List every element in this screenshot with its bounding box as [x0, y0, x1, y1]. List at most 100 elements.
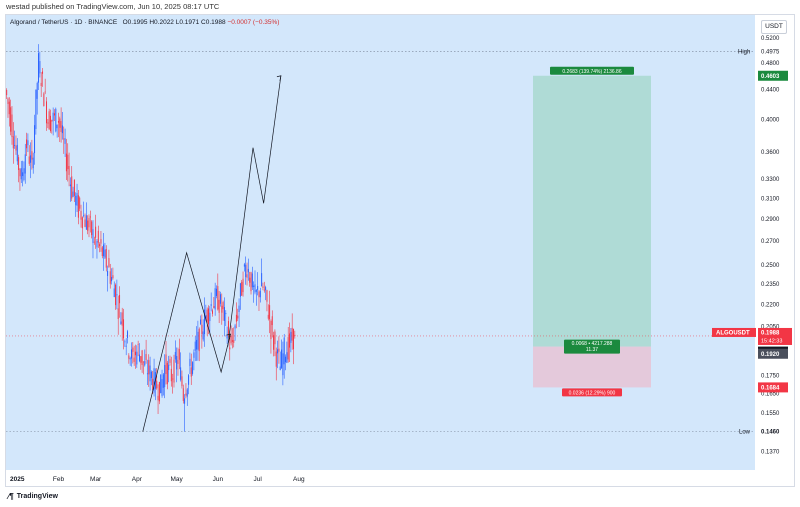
- candle-body: [291, 327, 293, 341]
- candle-body: [27, 140, 29, 146]
- pattern-line: [142, 251, 231, 432]
- candle-body: [26, 139, 28, 149]
- candle-body: [275, 351, 277, 367]
- candle-body: [148, 360, 150, 375]
- candle-body: [133, 357, 135, 362]
- x-tick-label: Aug: [293, 476, 305, 483]
- candle-body: [206, 309, 208, 323]
- candle-body: [267, 314, 269, 319]
- candle-body: [233, 340, 235, 343]
- candle-body: [174, 351, 176, 360]
- candle-body: [162, 374, 164, 388]
- candle-body: [158, 382, 160, 402]
- tradingview-logo-icon: ⁄¶: [8, 492, 14, 501]
- candle-body: [71, 176, 73, 199]
- candle-body: [177, 359, 179, 364]
- candle-body: [204, 309, 206, 335]
- candle-body: [172, 378, 174, 380]
- candle-body: [119, 294, 121, 304]
- entry-sub-label: 11.37: [586, 347, 598, 353]
- target-zone: [533, 75, 651, 347]
- candle-body: [186, 389, 188, 397]
- x-tick-label: Jul: [254, 476, 263, 483]
- candle-body: [7, 98, 9, 104]
- candle-body: [31, 151, 33, 160]
- y-tick-label: 0.3100: [761, 196, 780, 202]
- candle-body: [79, 197, 81, 209]
- candle-body: [249, 277, 251, 283]
- candle-body: [196, 339, 198, 350]
- brand-label: TradingView: [16, 493, 58, 500]
- candle-body: [245, 264, 247, 278]
- candle-body: [93, 241, 95, 243]
- candle-body: [266, 290, 268, 302]
- candle-body: [281, 349, 283, 368]
- candle-body: [153, 368, 155, 393]
- candle-body: [253, 285, 255, 288]
- price-tag-label: 0.1920: [761, 352, 780, 358]
- candle-body: [10, 107, 12, 132]
- candle-body: [61, 125, 63, 134]
- symbol-legend: Algorand / TetherUS · 1D · BINANCE O0.19…: [10, 18, 279, 27]
- candle-body: [91, 221, 93, 236]
- candle-body: [89, 216, 91, 218]
- candle-body: [273, 335, 275, 350]
- candle-body: [285, 356, 287, 363]
- candle-body: [47, 122, 49, 124]
- y-tick-label: 0.2700: [761, 239, 780, 245]
- candle-body: [223, 307, 225, 321]
- candle-body: [150, 371, 152, 379]
- loss-label: 0.0236 (12.29%) 900: [569, 390, 616, 396]
- candle-body: [166, 362, 168, 385]
- legend-close: C0.1988: [201, 19, 226, 26]
- candle-body: [46, 101, 47, 124]
- last-price-tag: [758, 327, 792, 345]
- legend-high: H0.2022: [149, 19, 174, 26]
- candle-body: [11, 114, 13, 138]
- y-tick-label: 0.2200: [761, 303, 780, 309]
- candle-body: [55, 108, 57, 132]
- legend-change: −0.0007 (−0.35%): [227, 19, 280, 26]
- candle-body: [64, 138, 66, 144]
- candle-body: [14, 145, 16, 146]
- profit-label: 0.2683 (139.74%) 2136.86: [562, 69, 621, 75]
- low-value-bg: [758, 427, 792, 437]
- candle-body: [227, 321, 229, 336]
- candle-body: [255, 290, 257, 292]
- symbol-name: Algorand / TetherUS · 1D · BINANCE: [10, 19, 118, 26]
- y-tick-label: 0.4000: [761, 117, 780, 123]
- candle-body: [182, 388, 184, 401]
- candle-body: [251, 273, 253, 288]
- candle-body: [92, 229, 94, 243]
- candle-body: [197, 331, 199, 350]
- y-tick-label: 0.4800: [761, 61, 780, 67]
- candle-body: [184, 398, 186, 404]
- candle-body: [279, 366, 281, 371]
- entry-label-bg: [564, 339, 620, 354]
- candle-body: [136, 351, 138, 365]
- candle-body: [287, 337, 289, 360]
- currency-selector[interactable]: USDT: [761, 20, 787, 34]
- candle-body: [83, 215, 85, 217]
- candle-body: [18, 157, 20, 170]
- candle-body: [43, 93, 45, 107]
- candle-body: [289, 333, 291, 348]
- candle-body: [160, 374, 162, 394]
- candle-body: [16, 144, 18, 162]
- low-marker-label: Low: [739, 430, 751, 436]
- y-tick-label: 0.2050: [761, 324, 780, 330]
- candle-body: [116, 294, 118, 296]
- candle-body: [52, 112, 54, 121]
- candle-body: [173, 359, 175, 383]
- candle-body: [72, 191, 74, 197]
- candle-body: [121, 312, 123, 326]
- candle-body: [80, 210, 82, 220]
- candle-body: [257, 286, 259, 290]
- projection-arrowhead: [276, 75, 282, 81]
- candle-body: [56, 124, 58, 129]
- candle-body: [200, 319, 202, 325]
- candle-body: [34, 125, 36, 154]
- candle-body: [277, 349, 279, 354]
- candle-body: [134, 351, 136, 356]
